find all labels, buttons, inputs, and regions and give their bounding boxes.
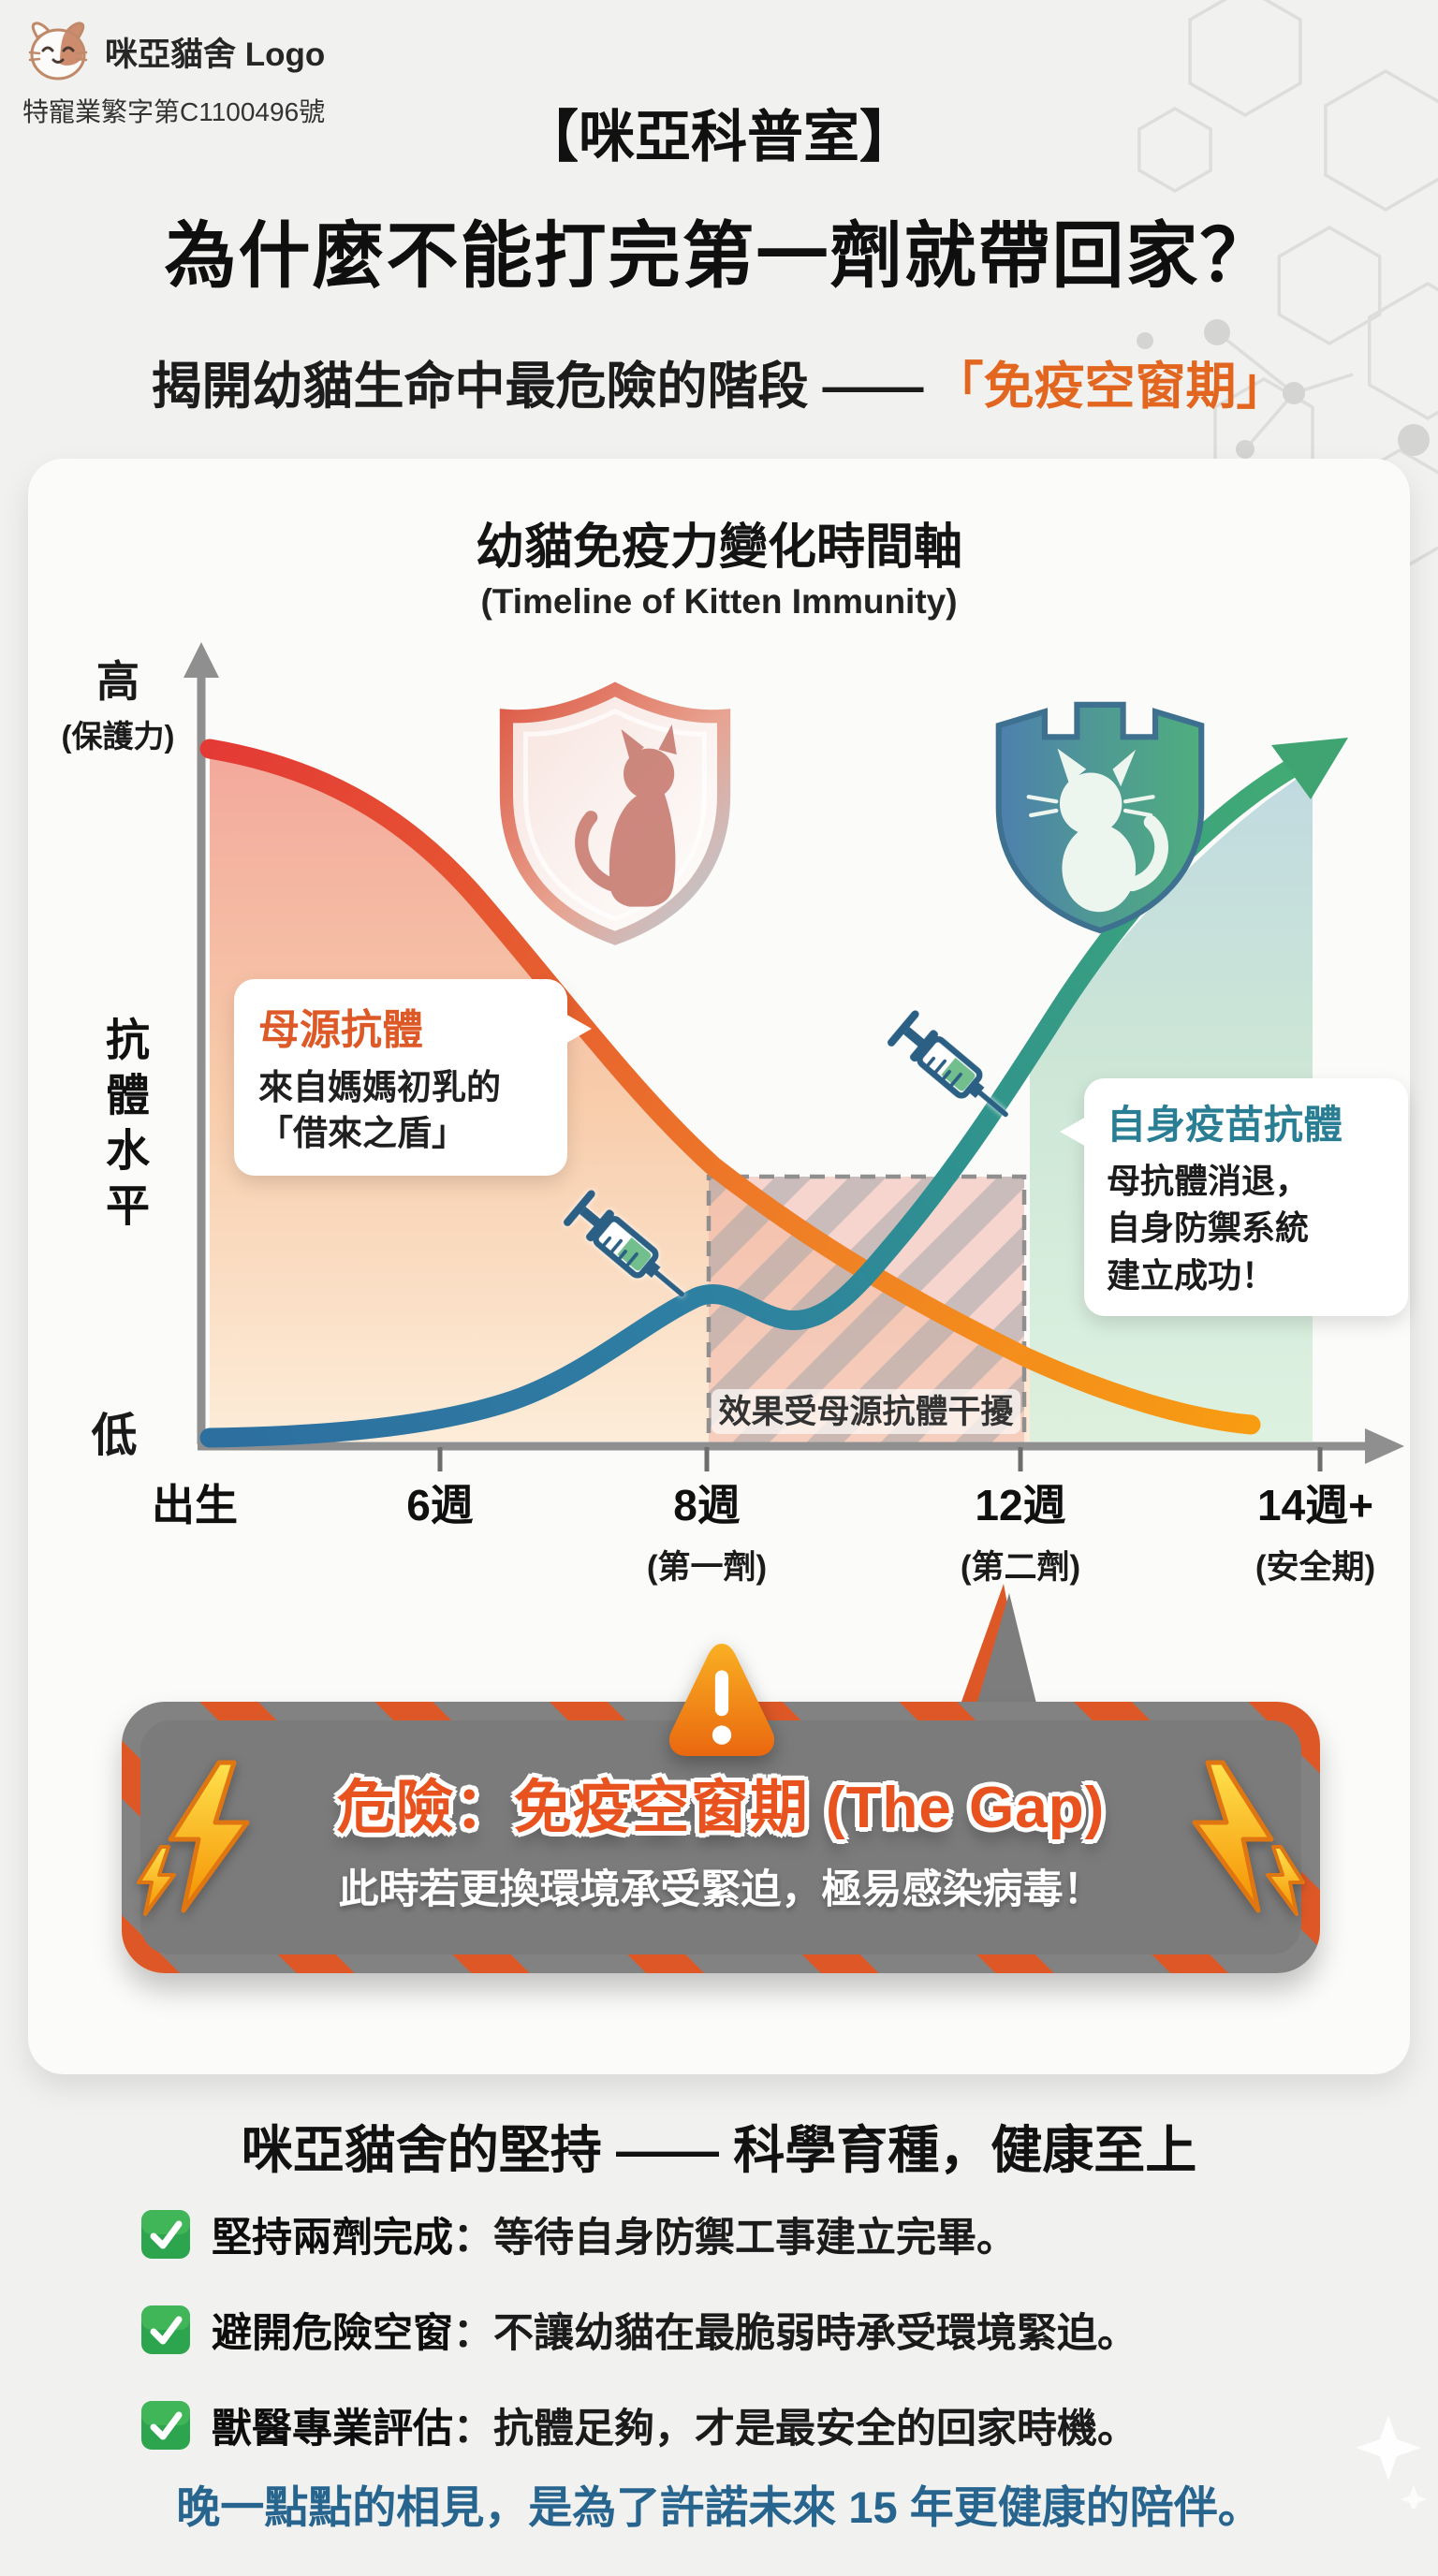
second-dose-syringe-icon — [888, 1010, 1008, 1118]
warning-banner-inner: 危險：免疫空窗期 (The Gap) 此時若更換環境承受緊迫，極易感染病毒！ — [140, 1720, 1301, 1954]
x-tick-12weeks: 12週 (第二劑) — [960, 1481, 1081, 1586]
banner-spike-decoration — [957, 1584, 1039, 1715]
maternal-callout-title: 母源抗體 — [258, 1007, 423, 1053]
warning-subtitle: 此時若更換環境承受緊迫，極易感染病毒！ — [338, 1867, 1104, 1912]
vaccine-antibody-callout: 自身疫苗抗體 母抗體消退， 自身防禦系統 建立成功！ — [1060, 1078, 1408, 1317]
x-tick-birth: 出生 — [152, 1481, 238, 1530]
y-axis-bottom-label: 低 — [91, 1411, 138, 1461]
closing-message: 晚一點點的相見，是為了許諾未來 15 年更健康的陪伴。 — [176, 2482, 1262, 2532]
shield-cat-silhouette — [575, 724, 677, 907]
subtitle-highlight: 「免疫空窗期」 — [932, 359, 1287, 415]
maternal-antibody-callout: 母源抗體 來自媽媽初乳的 「借來之盾」 — [234, 979, 592, 1176]
subtitle-prefix: 揭開幼貓生命中最危險的階段 —— — [151, 359, 924, 415]
logo-text: 咪亞貓舍 Logo — [105, 36, 326, 73]
page-title: 為什麼不能打完第一劑就帶回家？ — [164, 216, 1274, 297]
checklist-text: 堅持兩劑完成：等待自身防禦工事建立完畢。 — [212, 2216, 1017, 2261]
danger-zone-label: 效果受母源抗體干擾 — [718, 1393, 1014, 1430]
shield-kitten-silhouette — [1026, 748, 1168, 913]
series-kicker: 【咪亞科普室】 — [522, 106, 916, 168]
checklist-item-two-doses: 堅持兩劑完成：等待自身防禦工事建立完畢。 — [140, 2205, 1017, 2263]
warning-title: 危險：免疫空窗期 (The Gap) — [336, 1776, 1106, 1840]
y-axis-label: 抗體水平 — [99, 1017, 149, 1237]
lightning-right-icon — [1192, 1760, 1305, 1916]
maternal-shield-icon — [499, 681, 731, 945]
vaccine-castle-shield-icon — [995, 701, 1205, 934]
checklist-item-vet-assessment: 獸醫專業評估：抗體足夠，才是最安全的回家時機。 — [140, 2396, 1137, 2454]
page-subtitle: 揭開幼貓生命中最危險的階段 —— 「免疫空窗期」 — [0, 344, 1438, 418]
cattery-logo-cat-icon — [28, 22, 88, 80]
check-icon — [141, 2305, 190, 2354]
lightning-left-icon — [137, 1760, 250, 1916]
callout-pointer — [564, 1013, 592, 1045]
x-tick-14weeks: 14週+ (安全期) — [1255, 1481, 1376, 1586]
chart-subtitle-english: (Timeline of Kitten Immunity) — [480, 582, 958, 621]
maternal-antibody-curve — [199, 739, 1261, 1435]
check-icon — [141, 2401, 190, 2450]
first-dose-syringe-icon — [564, 1190, 684, 1297]
x-tick-6weeks: 6週 — [406, 1481, 474, 1530]
axes — [197, 672, 1369, 1451]
danger-zone: 效果受母源抗體干擾 — [706, 1174, 1027, 1447]
commitment-heading: 咪亞貓舍的堅持 —— 科學育種，健康至上 — [241, 2121, 1197, 2179]
y-axis-top-label: 高 (保護力) — [61, 657, 175, 754]
chart-title: 幼貓免疫力變化時間軸 — [475, 520, 962, 575]
license-number: 特寵業繁字第C1100496號 — [22, 97, 326, 126]
vaccine-antibody-curve — [199, 755, 1306, 1448]
checklist-text: 避開危險空窗：不讓幼貓在最脆弱時承受環境緊迫。 — [212, 2311, 1137, 2356]
x-axis-ticks — [437, 1447, 1323, 1471]
x-tick-8weeks: 8週 (第一劑) — [646, 1481, 768, 1586]
checklist-item-avoid-gap: 避開危險空窗：不讓幼貓在最脆弱時承受環境緊迫。 — [140, 2301, 1137, 2359]
maternal-antibody-area — [210, 749, 1251, 1442]
checklist-text: 獸醫專業評估：抗體足夠，才是最安全的回家時機。 — [212, 2407, 1137, 2452]
logo-block: 咪亞貓舍 Logo — [24, 21, 325, 82]
warning-triangle-icon — [668, 1644, 775, 1756]
check-icon — [141, 2210, 190, 2259]
vaccine-curve-arrowhead — [1271, 738, 1348, 799]
x-axis-arrowhead — [1365, 1428, 1404, 1464]
vaccine-callout-title: 自身疫苗抗體 — [1107, 1103, 1343, 1147]
callout-pointer — [1060, 1116, 1088, 1148]
y-axis-arrowhead — [183, 642, 219, 678]
